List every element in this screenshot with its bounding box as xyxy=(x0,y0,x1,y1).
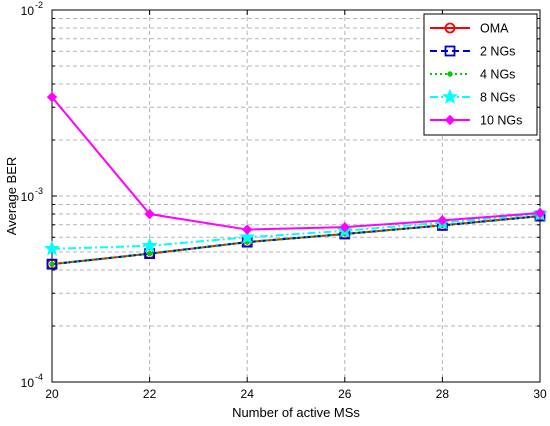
data-point xyxy=(239,228,256,245)
x-tick-label: 24 xyxy=(241,387,255,401)
x-tick-label: 22 xyxy=(143,387,157,401)
data-point xyxy=(241,224,253,235)
y-axis-label: Average BER xyxy=(4,157,19,236)
data-point xyxy=(49,261,55,267)
x-tick-label: 28 xyxy=(436,387,450,401)
y-tick-exponent: -2 xyxy=(35,0,43,10)
legend-marker xyxy=(447,71,453,77)
series-lines xyxy=(44,91,548,270)
y-tick-exponent: -3 xyxy=(35,186,43,196)
x-axis-label: Number of active MSs xyxy=(232,405,360,420)
series-line xyxy=(51,96,541,231)
data-point xyxy=(44,240,60,256)
legend-label: 8 NGs xyxy=(480,91,515,105)
legend-marker xyxy=(444,22,456,34)
x-tick-label: 26 xyxy=(338,387,352,401)
legend-label: OMA xyxy=(480,22,509,36)
y-tick-label: 10 -2 xyxy=(21,0,43,18)
x-tick-labels: 20 22 24 26 28 30 xyxy=(45,387,547,401)
y-tick-labels: 10-410-310-2 xyxy=(21,0,43,390)
legend-entry: 4 NGs xyxy=(430,68,515,82)
y-tick-exponent: -4 xyxy=(35,372,43,382)
tick-marks xyxy=(51,10,541,383)
legend-label: 10 NGs xyxy=(480,114,522,128)
series-line xyxy=(51,215,541,266)
data-point xyxy=(339,221,351,233)
legend-entry: 8 NGs xyxy=(430,88,515,105)
legend-marker xyxy=(444,114,456,126)
series-4-ngs xyxy=(49,213,543,267)
x-tick-label: 20 xyxy=(45,387,59,401)
data-point xyxy=(534,207,546,219)
legend-box xyxy=(423,13,538,136)
legend-entry: OMA xyxy=(430,22,509,36)
data-point xyxy=(46,91,58,103)
data-point xyxy=(146,250,153,257)
y-tick-base: 10 xyxy=(21,190,35,204)
data-point xyxy=(141,237,158,253)
y-tick-base: 10 xyxy=(21,4,35,18)
y-tick-label: 10 -3 xyxy=(21,186,43,204)
legend-label: 4 NGs xyxy=(480,68,515,82)
series-line xyxy=(51,213,541,250)
legend-marker xyxy=(444,45,456,57)
y-tick-label: 10 -4 xyxy=(21,372,43,390)
legend-label: 2 NGs xyxy=(480,45,515,59)
legend-entry: 2 NGs xyxy=(430,45,515,59)
legend-entry: 10 NGs xyxy=(430,114,522,128)
data-point xyxy=(437,215,448,226)
series-10-ngs xyxy=(46,91,546,235)
data-point xyxy=(144,208,155,220)
y-tick-base: 10 xyxy=(21,376,35,390)
legend-marker xyxy=(442,88,458,104)
data-point xyxy=(46,258,58,270)
legend: OMA 2 NGs 4 NGs 8 NGs 10 NGs xyxy=(423,13,538,136)
x-tick-label: 30 xyxy=(533,387,547,401)
series-8-ngs xyxy=(44,205,548,256)
